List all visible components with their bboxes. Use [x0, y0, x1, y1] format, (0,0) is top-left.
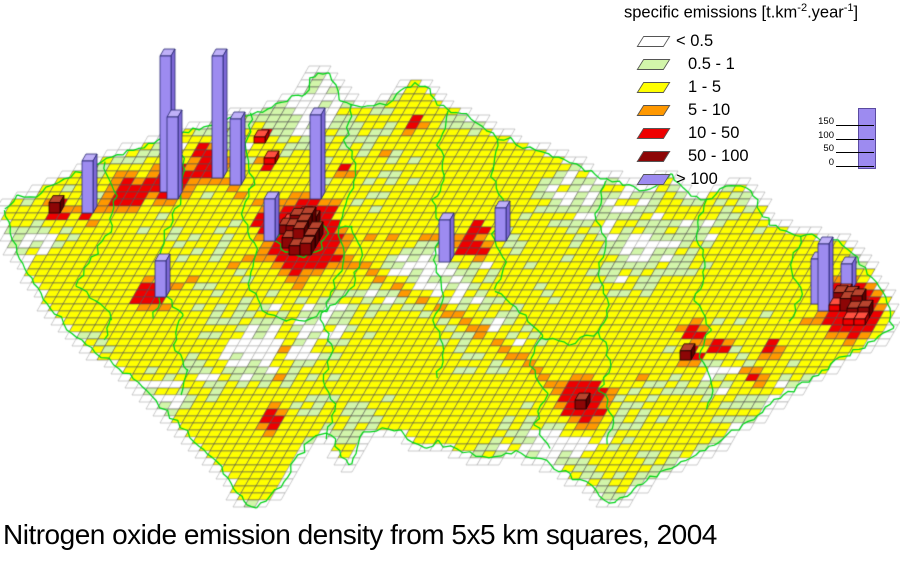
legend-item: 0.5 - 1	[616, 53, 900, 76]
legend-item: 50 - 100	[616, 145, 900, 168]
map-canvas	[0, 0, 900, 520]
scale-tick-label: 150	[818, 116, 834, 127]
legend-item-label: 0.5 - 1	[688, 54, 735, 73]
legend-item: 1 - 5	[616, 76, 900, 99]
legend: specific emissions [t.km-2.year-1] < 0.5…	[616, 2, 900, 191]
scale-tick-label: 50	[823, 143, 834, 154]
legend-color-swatch	[636, 104, 671, 116]
scale-tick: 0	[829, 157, 874, 168]
legend-item-label: 1 - 5	[688, 77, 722, 96]
legend-item: 10 - 50	[616, 122, 900, 145]
legend-color-swatch	[636, 58, 671, 70]
legend-item: < 0.5	[616, 30, 900, 53]
scale-tick: 150	[818, 116, 874, 127]
scale-tick-label: 0	[828, 156, 834, 168]
legend-item: > 100	[616, 168, 900, 191]
legend-item-label: 50 - 100	[688, 146, 749, 165]
legend-items: < 0.5 0.5 - 1 1 - 5 5 - 10 10 - 50 50 - 100 > …	[616, 30, 900, 191]
legend-color-swatch	[636, 81, 671, 93]
legend-color-swatch	[636, 35, 671, 47]
scale-tick: 100	[818, 130, 874, 141]
legend-item-label: 5 - 10	[688, 100, 731, 119]
legend-color-swatch	[636, 150, 671, 162]
scale-tick: 50	[823, 143, 874, 154]
legend-item-label: > 100	[676, 169, 718, 188]
legend-color-swatch	[636, 173, 671, 185]
legend-item: 5 - 10	[616, 99, 900, 122]
legend-item-label: < 0.5	[676, 31, 714, 50]
legend-color-swatch	[636, 127, 671, 139]
legend-title: specific emissions [t.km-2.year-1]	[624, 2, 859, 22]
scale-tick-label: 100	[818, 129, 834, 141]
bar-height-scale: 150 100 50 0	[818, 106, 890, 172]
legend-item-label: 10 - 50	[688, 123, 740, 142]
figure-caption: Nitrogen oxide emission density from 5x5…	[3, 519, 717, 550]
